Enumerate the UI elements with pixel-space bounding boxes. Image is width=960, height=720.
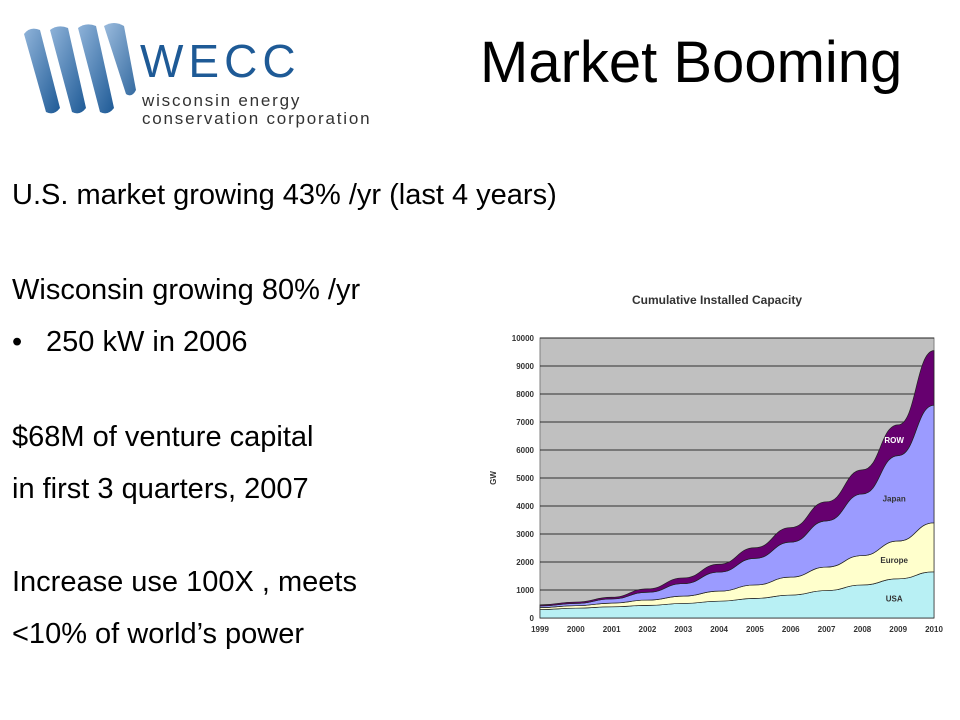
- logo-wordmark: WECC: [140, 35, 301, 87]
- series-label-usa: USA: [886, 594, 903, 603]
- y-tick-label: 0: [530, 614, 535, 623]
- body-line-venture-capital: $68M of venture capital: [12, 421, 314, 453]
- logo-tagline-line1: wisconsin energy: [142, 91, 302, 110]
- x-tick-label: 2005: [746, 625, 764, 634]
- x-tick-label: 1999: [531, 625, 549, 634]
- x-tick-label: 2008: [853, 625, 871, 634]
- slide-title: Market Booming: [480, 30, 903, 95]
- bullet-text-250kw: 250 kW in 2006: [46, 326, 248, 358]
- x-tick-label: 2010: [925, 625, 943, 634]
- x-tick-label: 2003: [674, 625, 692, 634]
- x-tick-label: 2009: [889, 625, 907, 634]
- y-tick-label: 8000: [516, 390, 534, 399]
- chart-title: Cumulative Installed Capacity: [632, 293, 802, 307]
- y-tick-label: 3000: [516, 530, 534, 539]
- y-tick-label: 2000: [516, 558, 534, 567]
- wecc-logo: WECC wisconsin energy conservation corpo…: [20, 16, 380, 128]
- y-tick-label: 9000: [516, 362, 534, 371]
- logo-tagline-line2: conservation corporation: [142, 109, 372, 128]
- body-line-wisconsin: Wisconsin growing 80% /yr: [12, 274, 361, 306]
- y-tick-label: 5000: [516, 474, 534, 483]
- x-tick-label: 2000: [567, 625, 585, 634]
- x-tick-label: 2007: [818, 625, 836, 634]
- body-line-us-market: U.S. market growing 43% /yr (last 4 year…: [12, 179, 557, 211]
- area-series-row: [539, 350, 935, 607]
- x-tick-label: 2006: [782, 625, 800, 634]
- body-line-first-quarters: in first 3 quarters, 2007: [12, 473, 309, 505]
- x-tick-label: 2001: [603, 625, 621, 634]
- series-label-row: ROW: [884, 436, 904, 445]
- y-tick-label: 4000: [516, 502, 534, 511]
- body-line-world-power: <10% of world’s power: [12, 618, 305, 650]
- x-tick-label: 2004: [710, 625, 728, 634]
- y-tick-label: 7000: [516, 418, 534, 427]
- bullet-marker: •: [12, 326, 23, 358]
- series-label-europe: Europe: [880, 556, 908, 565]
- wecc-logo-mark-icon: [24, 23, 136, 114]
- y-axis-label: GW: [489, 471, 498, 485]
- y-tick-label: 10000: [512, 334, 535, 343]
- y-tick-label: 1000: [516, 586, 534, 595]
- x-tick-label: 2002: [639, 625, 657, 634]
- capacity-chart: Cumulative Installed Capacity 0 1000 2000 30…: [489, 293, 943, 634]
- y-tick-label: 6000: [516, 446, 534, 455]
- body-line-increase-use: Increase use 100X , meets: [12, 566, 357, 598]
- series-label-japan: Japan: [883, 494, 906, 503]
